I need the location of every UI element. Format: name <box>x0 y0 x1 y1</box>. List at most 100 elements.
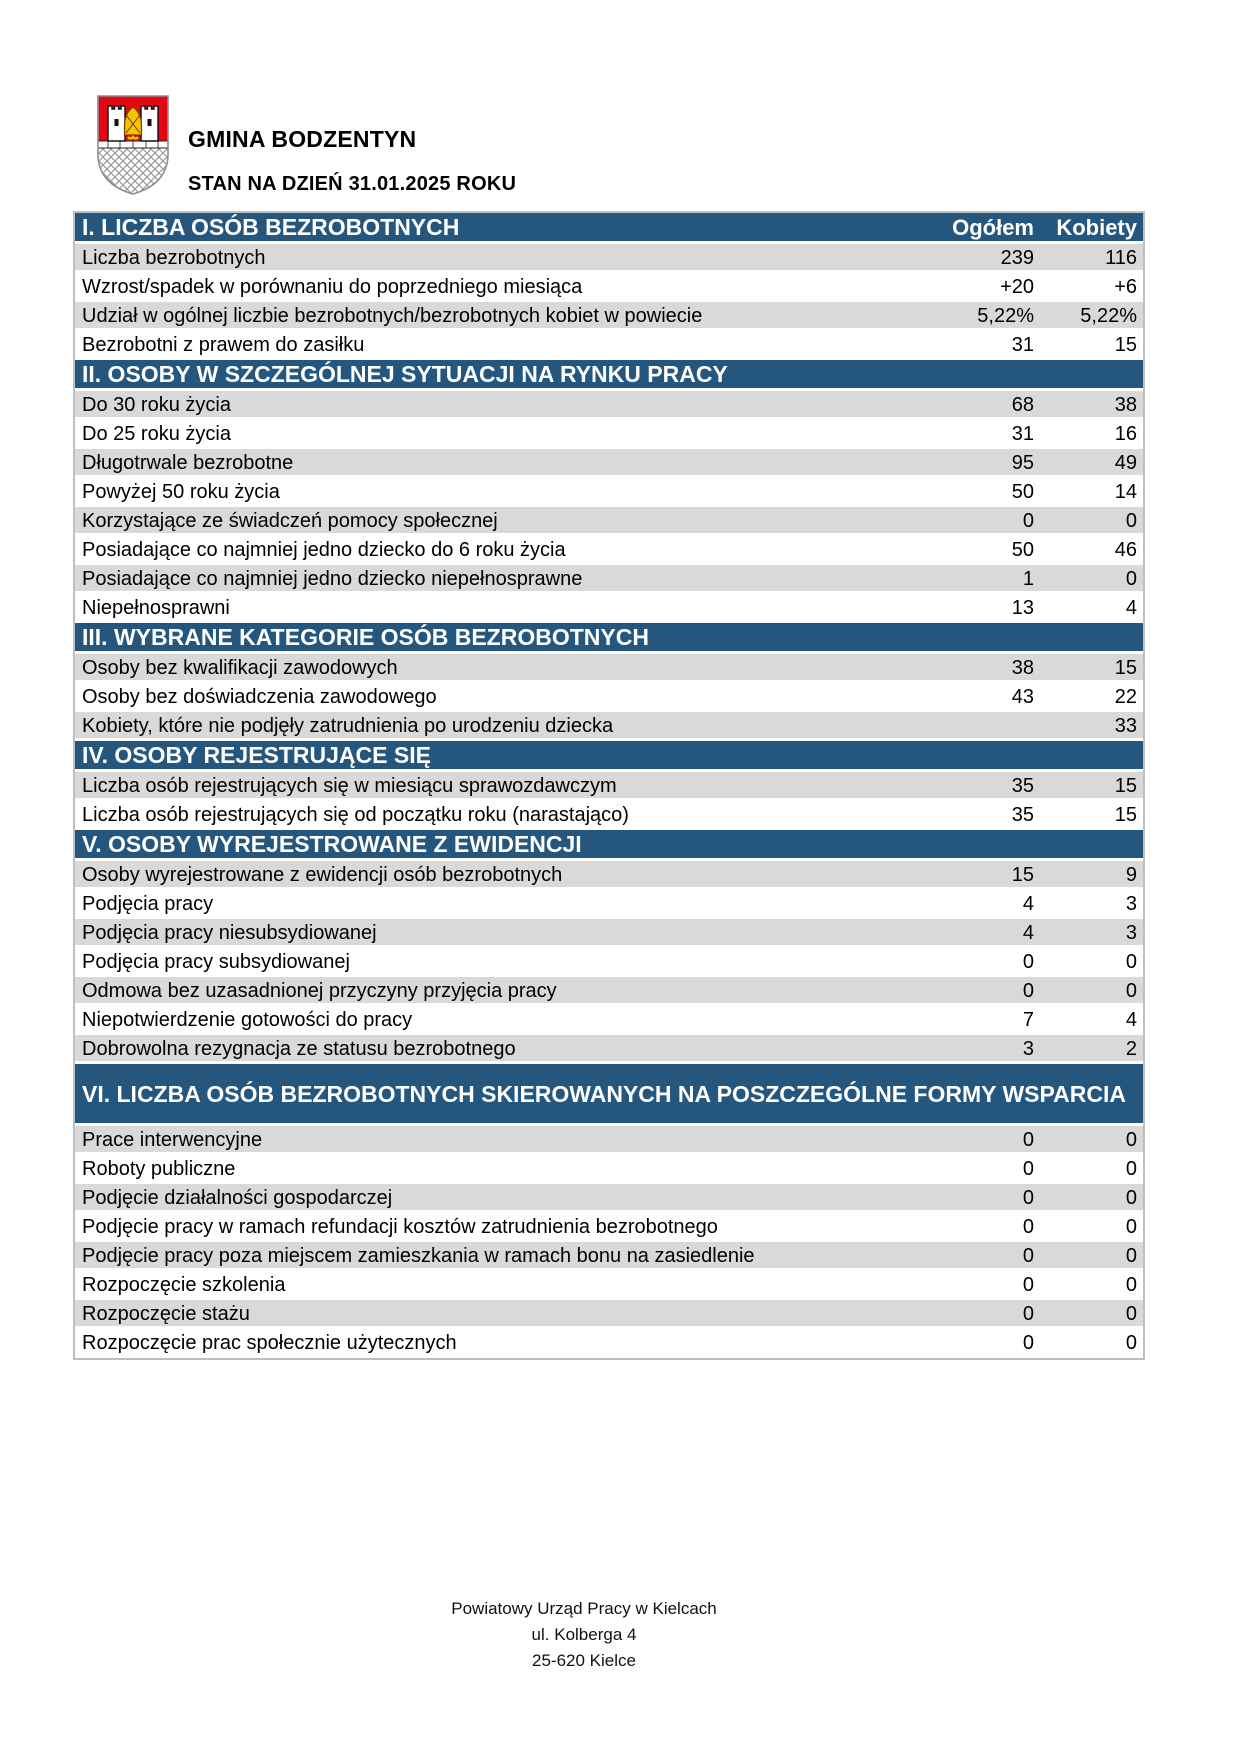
cell-kobiety: 5,22% <box>1080 305 1137 327</box>
row-label: Prace interwencyjne <box>82 1129 263 1151</box>
table-row: Długotrwale bezrobotne 95 49 <box>75 449 1143 478</box>
column-header-kobiety: Kobiety <box>1056 214 1137 240</box>
cell-kobiety: 15 <box>1114 775 1137 797</box>
cell-kobiety: 0 <box>1125 980 1137 1002</box>
cell-ogolem: 0 <box>1022 510 1034 532</box>
cell-kobiety: 16 <box>1114 423 1137 445</box>
cell-ogolem: 13 <box>1011 597 1034 619</box>
table-row: Niepotwierdzenie gotowości do pracy 7 4 <box>75 1006 1143 1035</box>
cell-kobiety: +6 <box>1114 276 1137 298</box>
table-row: Podjęcia pracy 4 3 <box>75 890 1143 919</box>
footer-office-name: Powiatowy Urząd Pracy w Kielcach <box>451 1599 717 1618</box>
row-label: Do 25 roku życia <box>82 423 231 445</box>
footer-city: 25-620 Kielce <box>532 1651 636 1670</box>
cell-ogolem: 5,22% <box>977 305 1034 327</box>
cell-ogolem: 3 <box>1022 1038 1034 1060</box>
report-footer: Powiatowy Urząd Pracy w Kielcach ul. Kol… <box>73 1596 1095 1674</box>
table-row: Do 30 roku życia 68 38 <box>75 391 1143 420</box>
cell-ogolem: 0 <box>1022 1332 1034 1354</box>
cell-kobiety: 15 <box>1114 804 1137 826</box>
table-row: Liczba bezrobotnych 239 116 <box>75 244 1143 273</box>
column-header-ogolem: Ogółem <box>952 214 1034 240</box>
row-label: Udział w ogólnej liczbie bezrobotnych/be… <box>82 305 703 327</box>
row-label: Długotrwale bezrobotne <box>82 452 294 474</box>
section-title: IV. OSOBY REJESTRUJĄCE SIĘ <box>82 741 431 768</box>
table-row: Rozpoczęcie szkolenia 0 0 <box>75 1271 1143 1300</box>
row-label: Roboty publiczne <box>82 1158 236 1180</box>
cell-ogolem <box>939 712 1034 738</box>
cell-ogolem: 0 <box>1022 1274 1034 1296</box>
cell-ogolem: 0 <box>1022 1158 1034 1180</box>
cell-ogolem: 0 <box>1022 1187 1034 1209</box>
table-row: Liczba osób rejestrujących się w miesiąc… <box>75 772 1143 801</box>
cell-ogolem: 4 <box>1022 893 1034 915</box>
table-row: Dobrowolna rezygnacja ze statusu bezrobo… <box>75 1035 1143 1064</box>
cell-kobiety: 15 <box>1114 657 1137 679</box>
cell-kobiety: 2 <box>1125 1038 1137 1060</box>
municipality-title: GMINA BODZENTYN <box>188 126 417 152</box>
row-label: Do 30 roku życia <box>82 394 231 416</box>
table-row: Osoby wyrejestrowane z ewidencji osób be… <box>75 861 1143 890</box>
cell-ogolem: 50 <box>1011 539 1034 561</box>
cell-kobiety: 0 <box>1125 568 1137 590</box>
row-label: Podjęcia pracy <box>82 893 214 915</box>
cell-ogolem: 0 <box>1022 1129 1034 1151</box>
cell-kobiety: 49 <box>1114 452 1137 474</box>
row-label: Bezrobotni z prawem do zasiłku <box>82 334 365 356</box>
row-label: Podjęcia pracy subsydiowanej <box>82 951 350 973</box>
row-label: Rozpoczęcie szkolenia <box>82 1274 286 1296</box>
cell-kobiety: 116 <box>1105 247 1137 269</box>
cell-kobiety: 4 <box>1125 597 1137 619</box>
report-date-line: STAN NA DZIEŃ 31.01.2025 ROKU <box>188 173 517 195</box>
cell-ogolem: 50 <box>1011 481 1034 503</box>
row-label: Podjęcie działalności gospodarczej <box>82 1187 393 1209</box>
table-row: Powyżej 50 roku życia 50 14 <box>75 478 1143 507</box>
cell-kobiety: 0 <box>1125 510 1137 532</box>
table-row: Rozpoczęcie prac społecznie użytecznych 0… <box>75 1329 1143 1358</box>
table-row: Wzrost/spadek w porównaniu do poprzednie… <box>75 273 1143 302</box>
cell-ogolem: 38 <box>1011 657 1034 679</box>
table-row: Podjęcie pracy poza miejscem zamieszkani… <box>75 1242 1143 1271</box>
cell-kobiety: 22 <box>1114 686 1137 708</box>
row-label: Dobrowolna rezygnacja ze statusu bezrobo… <box>82 1038 516 1060</box>
table-row: Posiadające co najmniej jedno dziecko do… <box>75 536 1143 565</box>
section-title: I. LICZBA OSÓB BEZROBOTNYCH <box>82 213 460 240</box>
row-label: Niepotwierdzenie gotowości do pracy <box>82 1009 413 1031</box>
unemployment-statistics-table: I. LICZBA OSÓB BEZROBOTNYCH Ogółem Kobiety… <box>73 211 1145 1360</box>
cell-ogolem: 0 <box>1022 951 1034 973</box>
table-row: Podjęcia pracy niesubsydiowanej 4 3 <box>75 919 1143 948</box>
cell-ogolem: 0 <box>1022 980 1034 1002</box>
section-title: V. OSOBY WYREJESTROWANE Z EWIDENCJI <box>82 830 582 857</box>
row-label: Osoby wyrejestrowane z ewidencji osób be… <box>82 864 563 886</box>
footer-street: ul. Kolberga 4 <box>531 1625 637 1644</box>
table-row: Podjęcie pracy w ramach refundacji koszt… <box>75 1213 1143 1242</box>
section-header: VI. LICZBA OSÓB BEZROBOTNYCH SKIEROWANYC… <box>75 1064 1143 1126</box>
section-title: III. WYBRANE KATEGORIE OSÓB BEZROBOTNYCH <box>82 623 649 650</box>
table-row: Osoby bez doświadczenia zawodowego 43 22 <box>75 683 1143 712</box>
cell-ogolem: +20 <box>1000 276 1034 298</box>
cell-ogolem: 68 <box>1011 394 1034 416</box>
row-label: Wzrost/spadek w porównaniu do poprzednie… <box>82 276 583 298</box>
cell-kobiety: 14 <box>1114 481 1137 503</box>
row-label: Osoby bez doświadczenia zawodowego <box>82 686 437 708</box>
table-row: Podjęcie działalności gospodarczej 0 0 <box>75 1184 1143 1213</box>
row-label: Niepełnosprawni <box>82 597 230 619</box>
table-row: Bezrobotni z prawem do zasiłku 31 15 <box>75 331 1143 360</box>
cell-kobiety: 38 <box>1114 394 1137 416</box>
row-label: Podjęcie pracy w ramach refundacji koszt… <box>82 1216 718 1238</box>
cell-kobiety: 0 <box>1125 1303 1137 1325</box>
cell-kobiety: 3 <box>1125 922 1137 944</box>
cell-ogolem: 43 <box>1011 686 1034 708</box>
table-row: Odmowa bez uzasadnionej przyczyny przyję… <box>75 977 1143 1006</box>
cell-ogolem: 0 <box>1022 1303 1034 1325</box>
cell-ogolem: 0 <box>1022 1216 1034 1238</box>
row-label: Korzystające ze świadczeń pomocy społecz… <box>82 510 498 532</box>
cell-kobiety: 46 <box>1114 539 1137 561</box>
row-label: Podjęcia pracy niesubsydiowanej <box>82 922 377 944</box>
cell-kobiety: 3 <box>1125 893 1137 915</box>
cell-kobiety: 4 <box>1125 1009 1137 1031</box>
table-row: Osoby bez kwalifikacji zawodowych 38 15 <box>75 654 1143 683</box>
row-label: Osoby bez kwalifikacji zawodowych <box>82 657 398 679</box>
cell-kobiety: 0 <box>1125 1245 1137 1267</box>
